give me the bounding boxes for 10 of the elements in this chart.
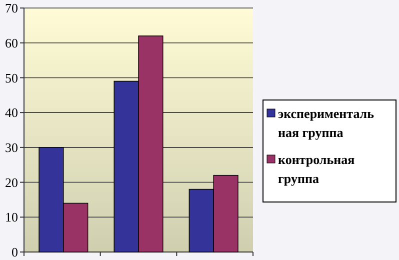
y-tick-label: 30 [5, 140, 18, 155]
y-tick-label: 60 [5, 35, 18, 50]
y-tick-label: 50 [5, 70, 18, 86]
legend-label: контрольная группа [278, 152, 355, 186]
y-tick-label: 20 [5, 174, 18, 190]
y-tick-label: 40 [5, 105, 18, 120]
y-tick-label: 0 [12, 244, 18, 260]
y-tick-label: 10 [5, 210, 18, 225]
legend-label: экспериментальная группа [278, 106, 374, 140]
y-tick-label: 70 [5, 0, 18, 16]
